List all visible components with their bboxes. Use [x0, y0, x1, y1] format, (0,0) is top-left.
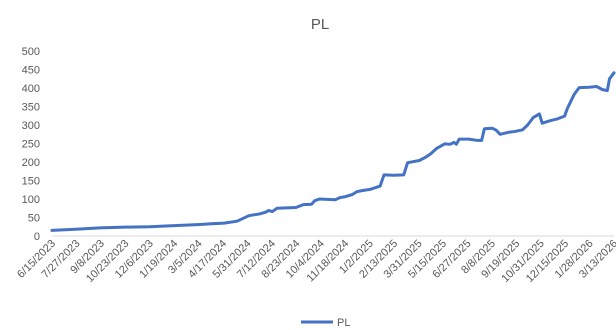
y-tick-label: 300 — [22, 120, 40, 132]
y-tick-label: 450 — [22, 65, 40, 77]
x-axis-ticks: 6/15/20237/27/20239/8/202310/23/202312/6… — [15, 238, 616, 285]
series-line-pl — [50, 71, 616, 232]
y-tick-label: 150 — [22, 176, 40, 188]
chart-title: PL — [311, 16, 329, 33]
y-tick-label: 200 — [22, 157, 40, 169]
y-tick-label: 50 — [28, 213, 40, 225]
y-axis-ticks: 0 50 100 150 200 250 300 350 400 450 500 — [22, 46, 40, 243]
y-tick-label: 400 — [22, 83, 40, 95]
y-tick-label: 100 — [22, 194, 40, 206]
legend: PL — [301, 317, 350, 329]
legend-label-pl: PL — [337, 317, 350, 329]
y-tick-label: 500 — [22, 46, 40, 58]
y-tick-label: 0 — [34, 231, 40, 243]
y-tick-label: 350 — [22, 102, 40, 114]
y-tick-label: 250 — [22, 139, 40, 151]
